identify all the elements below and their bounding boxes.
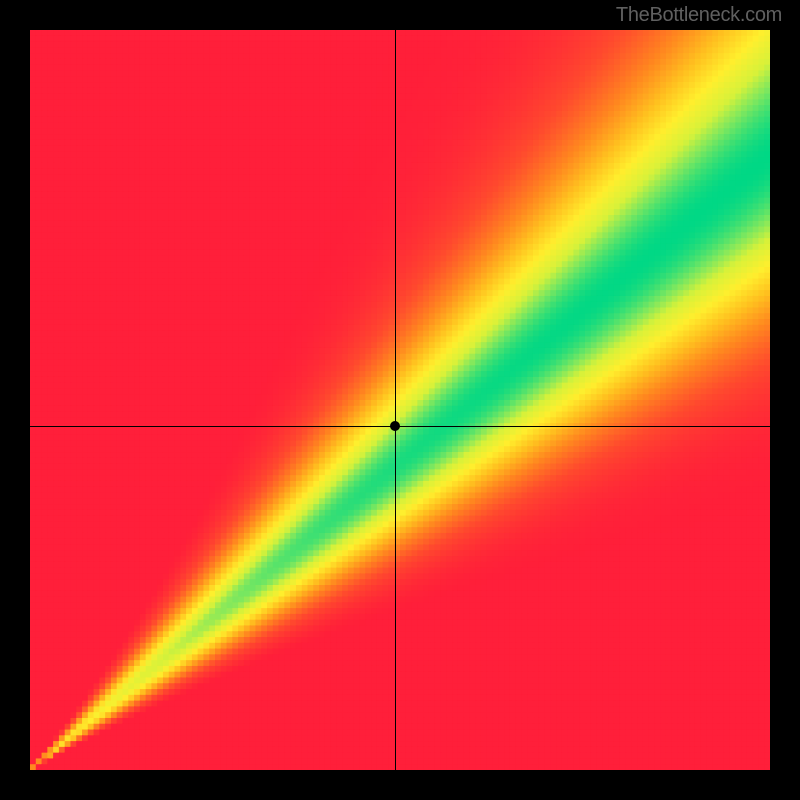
plot-area	[30, 30, 770, 770]
watermark-text: TheBottleneck.com	[616, 4, 782, 27]
heatmap-canvas	[30, 30, 770, 770]
